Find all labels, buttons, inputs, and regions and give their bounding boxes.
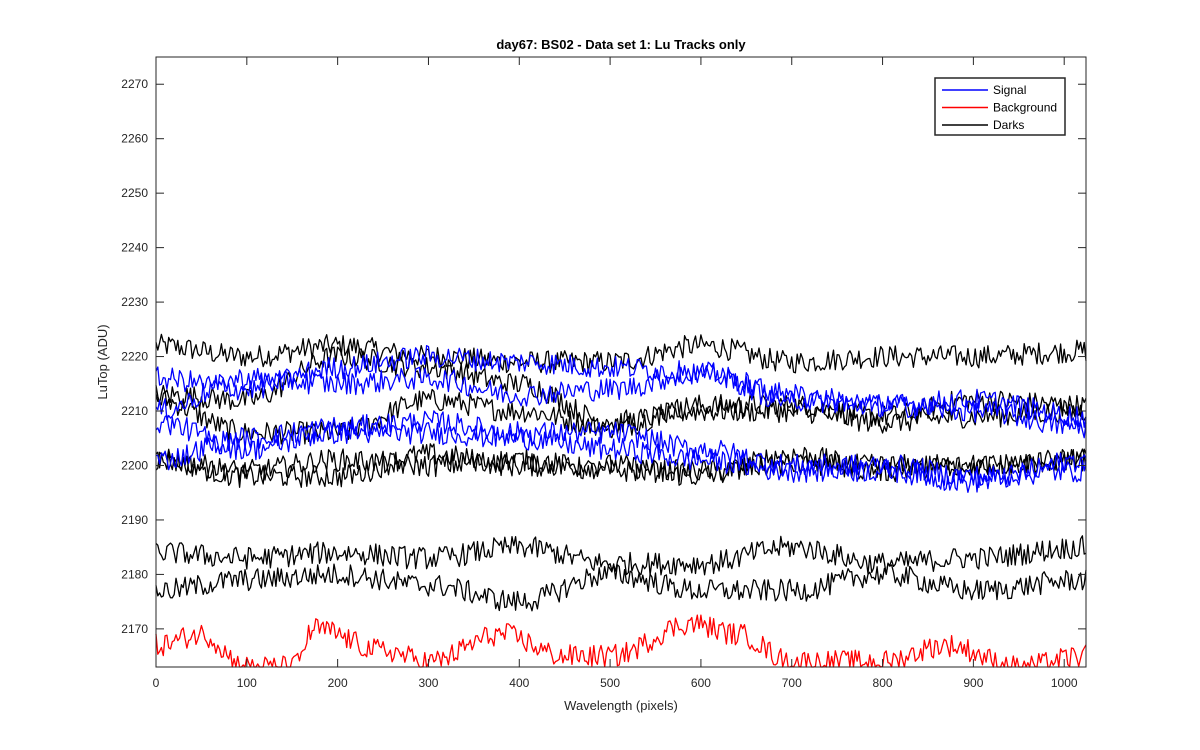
series-line-darks-10	[155, 535, 1087, 576]
y-tick-label: 2210	[121, 404, 148, 418]
x-axis-title: Wavelength (pixels)	[564, 698, 678, 713]
x-tick-label: 700	[782, 676, 802, 690]
x-tick-label: 200	[328, 676, 348, 690]
y-axis-title: LuTop (ADU)	[95, 324, 110, 399]
x-tick-label: 1000	[1051, 676, 1078, 690]
y-tick-label: 2250	[121, 186, 148, 200]
y-tick-label: 2180	[121, 567, 148, 581]
y-tick-label: 2220	[121, 350, 148, 364]
y-tick-label: 2200	[121, 458, 148, 472]
x-tick-label: 100	[237, 676, 257, 690]
legend-label-signal: Signal	[993, 83, 1026, 97]
x-tick-label: 400	[509, 676, 529, 690]
y-tick-label: 2190	[121, 513, 148, 527]
x-tick-label: 300	[418, 676, 438, 690]
y-tick-label: 2230	[121, 295, 148, 309]
y-tick-label: 2170	[121, 622, 148, 636]
series-line-background-4	[155, 614, 1087, 668]
series-layer	[155, 333, 1087, 668]
series-line-darks-6	[155, 388, 1087, 445]
y-tick-label: 2260	[121, 132, 148, 146]
series-line-darks-5	[155, 333, 1087, 374]
x-tick-label: 800	[873, 676, 893, 690]
legend: Signal Background Darks	[934, 77, 1066, 136]
series-line-darks-7	[155, 345, 1087, 434]
series-line-signal-1	[155, 363, 1087, 439]
axis-ticks: 0 100 200 300 400 500 600 700 800 900 1000 2170 2180…	[121, 57, 1086, 690]
x-tick-label: 0	[153, 676, 160, 690]
legend-label-darks: Darks	[993, 118, 1024, 132]
legend-label-background: Background	[993, 101, 1057, 115]
x-tick-label: 900	[963, 676, 983, 690]
x-tick-label: 600	[691, 676, 711, 690]
series-line-signal-2	[155, 410, 1087, 489]
series-line-darks-9	[155, 448, 1087, 483]
y-tick-label: 2240	[121, 241, 148, 255]
series-line-signal-3	[155, 414, 1087, 493]
x-tick-label: 500	[600, 676, 620, 690]
plot-frame	[155, 56, 1087, 668]
series-line-darks-11	[155, 562, 1087, 612]
y-tick-label: 2270	[121, 77, 148, 91]
chart-title: day67: BS02 - Data set 1: Lu Tracks only	[496, 37, 746, 52]
